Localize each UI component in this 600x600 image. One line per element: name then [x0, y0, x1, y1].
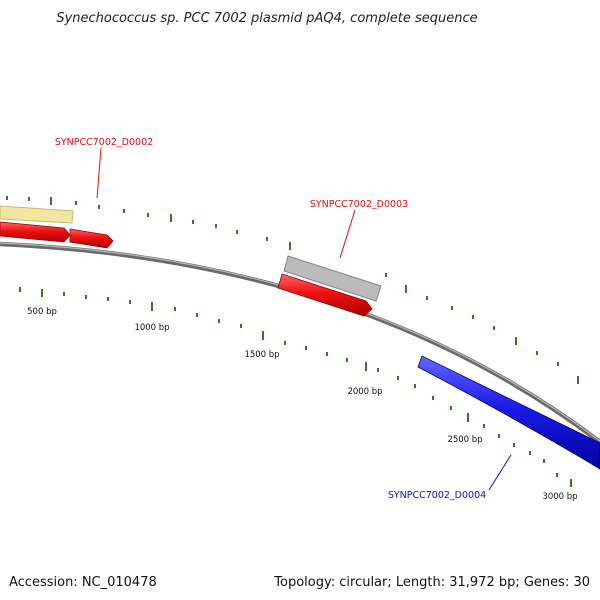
- summary-text: Topology: circular; Length: 31,972 bp; G…: [273, 575, 590, 590]
- gene-labels: SYNPCC7002_D0002 SYNPCC7002_D0003 SYNPCC…: [55, 137, 512, 501]
- gene-label-d0004[interactable]: SYNPCC7002_D0004: [388, 490, 486, 501]
- gene-features: [0, 205, 600, 470]
- tick-label-3000: 3000 bp: [542, 492, 577, 502]
- gene-red-arrow-left[interactable]: [0, 221, 71, 243]
- leader-line-d0003: [339, 209, 356, 259]
- inner-tick-marks: [19, 287, 572, 487]
- tick-label-500: 500 bp: [27, 307, 57, 317]
- accession-text: Accession: NC_010478: [9, 575, 157, 590]
- tick-label-1000: 1000 bp: [134, 323, 169, 333]
- gene-d0003-arrow[interactable]: [277, 273, 373, 317]
- gene-d0002-arrow[interactable]: [69, 228, 114, 249]
- gene-d0004-arrow[interactable]: [417, 355, 600, 470]
- tick-label-2000: 2000 bp: [347, 387, 382, 397]
- map-title: Synechococcus sp. PCC 7002 plasmid pAQ4,…: [56, 11, 477, 26]
- gene-d0003-band[interactable]: [283, 255, 382, 302]
- gene-label-d0002[interactable]: SYNPCC7002_D0002: [55, 137, 153, 148]
- gene-yellow-band[interactable]: [0, 205, 74, 224]
- tick-label-2500: 2500 bp: [447, 435, 482, 445]
- bp-tick-labels: 500 bp 1000 bp 1500 bp 2000 bp 2500 bp 3…: [27, 307, 577, 502]
- leader-line-d0002: [96, 147, 102, 199]
- tick-label-1500: 1500 bp: [244, 350, 279, 360]
- gene-label-d0003[interactable]: SYNPCC7002_D0003: [310, 199, 408, 210]
- leader-line-d0004: [488, 454, 512, 491]
- outer-tick-marks: [6, 196, 579, 384]
